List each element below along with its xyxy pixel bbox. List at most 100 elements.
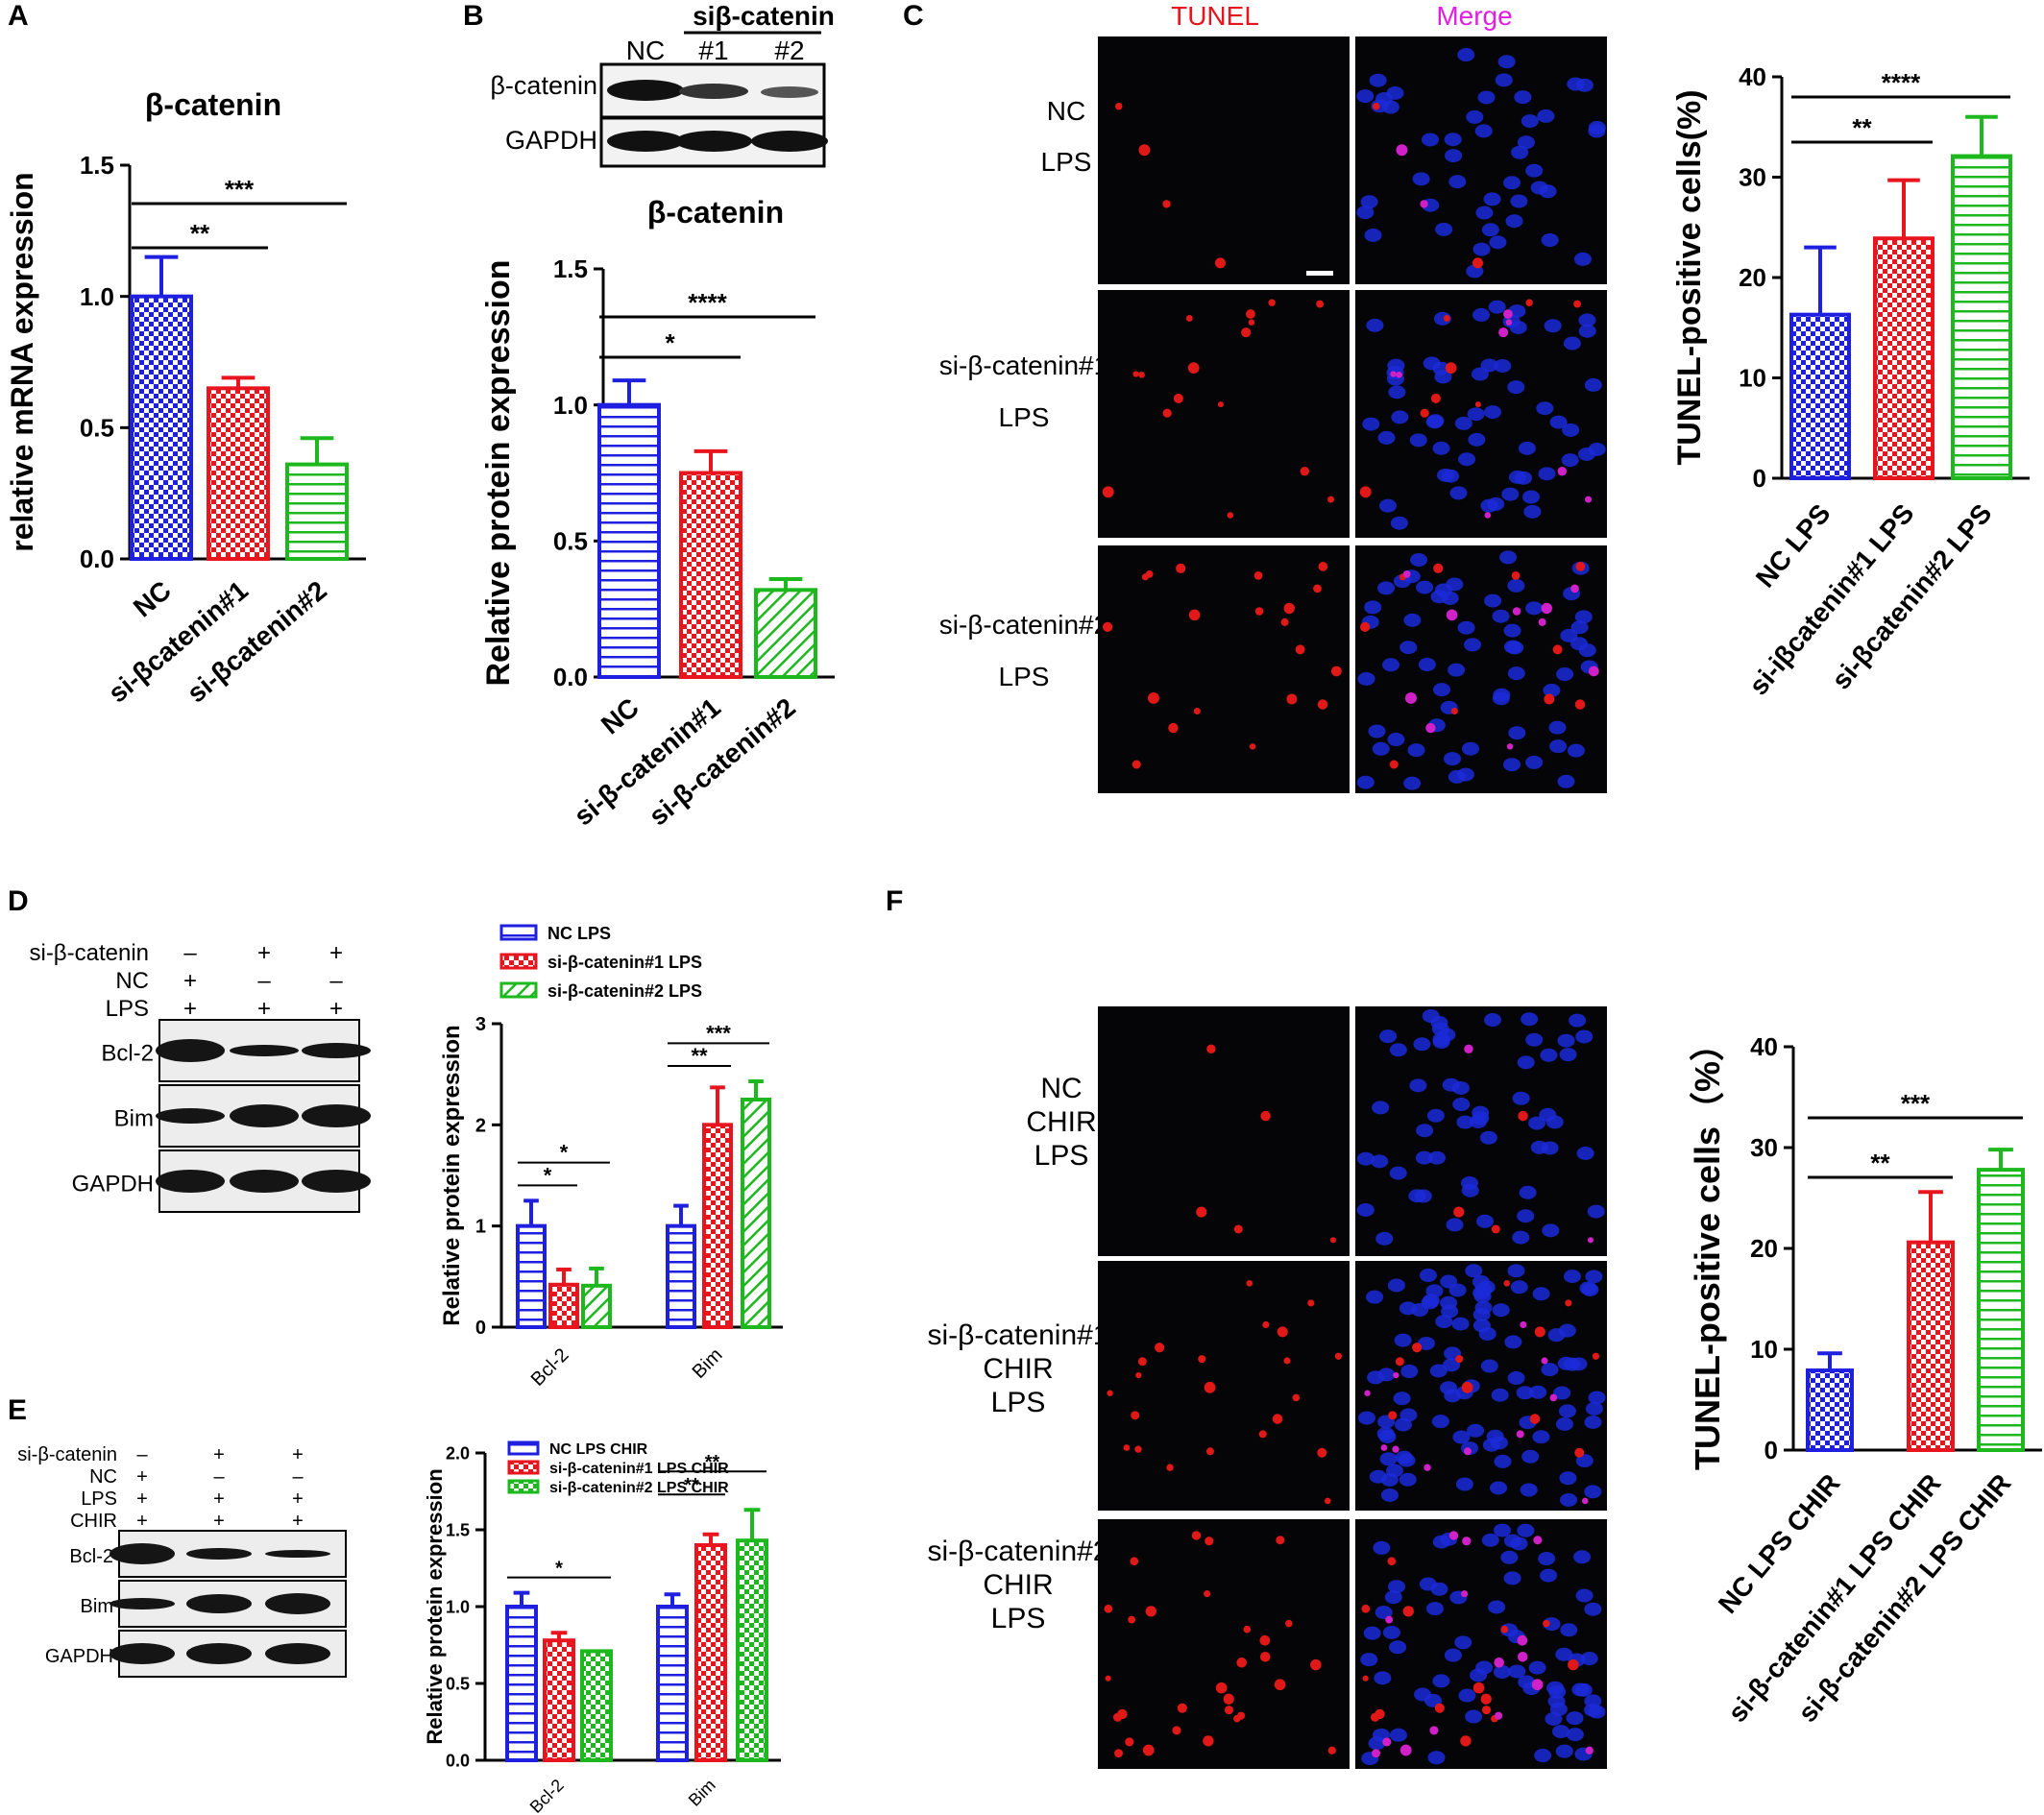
y-axis-label: Relative protein expression <box>480 259 517 686</box>
nucleus <box>1435 222 1453 236</box>
nucleus <box>1458 1688 1476 1703</box>
tunel-dot <box>1396 144 1408 157</box>
tunel-dot <box>1188 609 1201 621</box>
nucleus <box>1379 1452 1398 1466</box>
tunel-dot <box>1385 1615 1394 1624</box>
tunel-dot <box>1128 1615 1136 1624</box>
nucleus <box>1454 1635 1472 1650</box>
nucleus <box>1437 468 1455 482</box>
nucleus <box>1472 242 1491 256</box>
tunel-dot <box>1565 1299 1572 1307</box>
bar <box>285 462 349 562</box>
tunel-dot <box>1236 1658 1247 1668</box>
band <box>302 1104 371 1127</box>
blot-condition-label: si-β-catenin <box>17 1444 117 1465</box>
nucleus <box>1472 307 1491 322</box>
tunel-dot <box>1380 1444 1388 1451</box>
significance-stars: ** <box>1870 1149 1890 1177</box>
tunel-dot <box>1107 1390 1113 1396</box>
nucleus <box>1501 487 1520 501</box>
nucleus <box>1507 380 1525 395</box>
y-tick-label: 3 <box>475 1014 486 1035</box>
legend-swatch <box>507 1440 540 1456</box>
tunel-dot <box>1491 1224 1500 1234</box>
y-tick-label: 30 <box>1739 163 1766 192</box>
nucleus <box>1454 416 1472 430</box>
nucleus <box>1579 1281 1597 1295</box>
significance-stars: ** <box>1852 113 1872 142</box>
nucleus <box>1517 135 1535 150</box>
tunel-dot <box>1173 393 1183 403</box>
tunel-dot <box>1443 315 1450 322</box>
nucleus <box>1570 620 1589 635</box>
tunel-dot <box>1334 1352 1343 1360</box>
nucleus <box>1492 609 1510 623</box>
nucleus <box>1521 1012 1539 1027</box>
nucleus <box>1534 1749 1552 1763</box>
western-blot-e: si-β-catenin – + +NC + – –LPS + + +CHIR + + +Bcl-2Bi… <box>17 1444 347 1678</box>
tunel-dot <box>1277 1326 1288 1338</box>
y-axis-label: Relative protein expression <box>423 1468 447 1744</box>
nucleus <box>1549 415 1568 429</box>
band <box>761 86 818 98</box>
blot-b-row-bcatenin: β-catenin <box>490 71 597 100</box>
nucleus <box>1532 1287 1550 1301</box>
nucleus <box>1472 1308 1491 1322</box>
y-tick-label: 1.5 <box>446 1520 470 1539</box>
tunel-dot <box>1587 1237 1594 1244</box>
tunel-dot <box>1259 1634 1271 1646</box>
nucleus <box>1551 1725 1570 1739</box>
legend-swatch <box>499 981 538 999</box>
nucleus <box>1465 1264 1483 1278</box>
band <box>607 131 684 152</box>
nucleus <box>1577 447 1595 461</box>
tunel-dot <box>1135 1371 1142 1379</box>
band <box>230 1170 299 1193</box>
row-label-c2-l1: si-β-catenin#1 <box>939 351 1108 380</box>
y-tick-label: 1.0 <box>80 282 114 311</box>
nucleus <box>1375 1231 1394 1246</box>
nucleus <box>1371 1154 1389 1169</box>
nucleus <box>1584 1485 1602 1499</box>
nucleus <box>1429 1364 1448 1378</box>
x-tick-label: Bim <box>685 1776 719 1810</box>
blot-b-lane-2: #2 <box>774 36 804 65</box>
tunel-dot <box>1549 1393 1558 1402</box>
tunel-dot <box>1131 1411 1140 1420</box>
nucleus <box>1567 743 1585 758</box>
tunel-dot <box>1541 1357 1548 1365</box>
tunel-dot <box>1102 486 1114 498</box>
tunel-dot <box>1292 1393 1301 1402</box>
tunel-dot <box>1206 1044 1216 1054</box>
nucleus <box>1394 1333 1412 1347</box>
nucleus <box>1512 1230 1530 1245</box>
nucleus <box>1521 1449 1540 1464</box>
row-label-f3-l1: si-β-catenin#2 <box>927 1536 1108 1567</box>
band <box>110 1643 175 1664</box>
nucleus <box>1505 214 1523 229</box>
tunel-dot <box>1243 1625 1252 1634</box>
tunel-dot <box>1115 102 1123 110</box>
tunel-dot <box>1132 760 1141 769</box>
tunel-dot <box>1390 371 1397 377</box>
significance-stars: * <box>665 328 675 357</box>
nucleus <box>1431 1415 1449 1429</box>
nucleus <box>1543 683 1561 697</box>
blot-b-lane-nc: NC <box>626 36 665 65</box>
nucleus <box>1537 109 1555 123</box>
bar <box>754 588 817 679</box>
nucleus <box>1380 1488 1399 1502</box>
chart-title: β-catenin <box>145 87 281 122</box>
tunel-dot <box>1404 691 1417 704</box>
nucleus <box>1518 441 1536 455</box>
nucleus <box>1588 1391 1606 1405</box>
nucleus <box>1480 358 1498 373</box>
nucleus <box>1503 623 1521 638</box>
tunel-dot <box>1506 743 1514 750</box>
nucleus <box>1540 1048 1558 1062</box>
nucleus <box>1356 89 1375 104</box>
merge-image <box>1355 1519 1607 1769</box>
nucleus <box>1507 1264 1525 1278</box>
nucleus <box>1541 1141 1559 1155</box>
nucleus <box>1484 405 1502 420</box>
